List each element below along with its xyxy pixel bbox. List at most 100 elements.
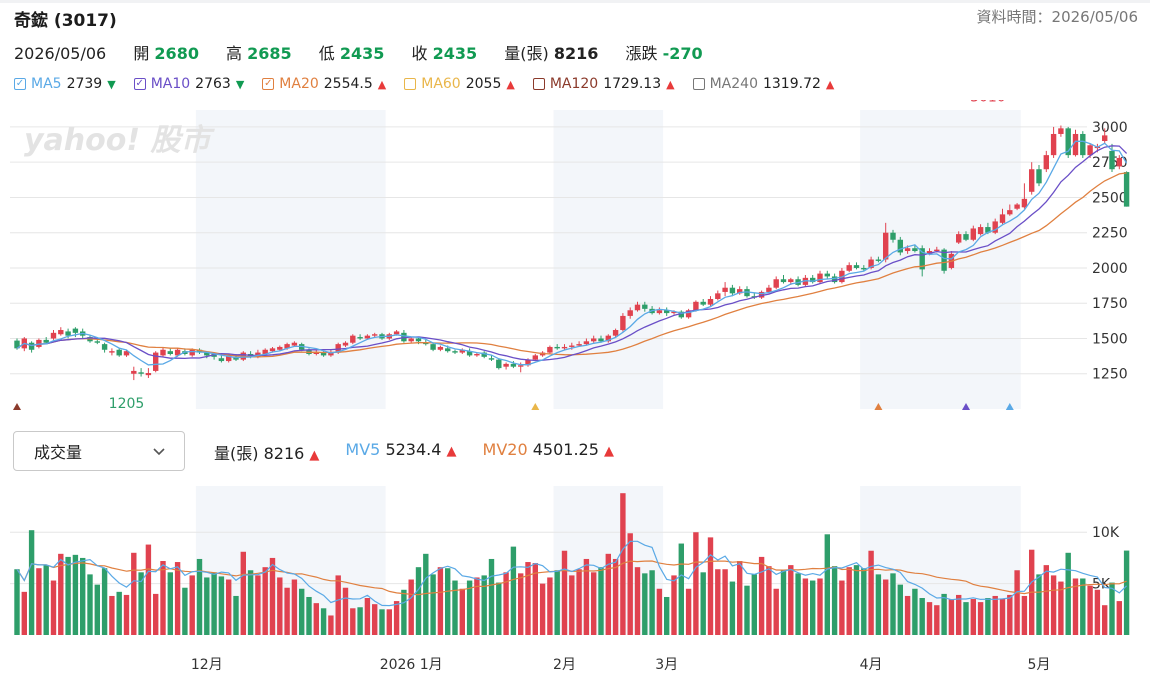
candle-body [167,351,173,354]
volume-bar [364,598,371,635]
candle [1036,165,1042,187]
volume-bar [350,608,356,635]
volume-bar [795,573,801,635]
yahoo-watermark: yahoo! 股市 [24,123,216,158]
volume-bar [386,609,392,635]
candle-body [846,265,852,271]
volume-bar [722,569,728,635]
checkbox-checked-icon[interactable]: ✓ [262,78,275,90]
volume-bar [284,587,290,635]
candle [138,368,144,377]
candle-body [744,289,750,297]
low-price: 低 2435 [318,44,385,63]
price-chart: 12501500175020002250250027503000yahoo! 股… [10,100,1130,412]
candle-body [926,251,933,254]
volume-bar [109,595,115,635]
candle [897,236,903,256]
candle [1043,150,1049,173]
candle [999,208,1006,225]
ma-toggle-ma120[interactable]: MA120 1729.13 ▲ [532,76,675,92]
candle [583,338,590,346]
ma-toggle-ma10[interactable]: ✓ MA10 2763 ▼ [133,76,244,92]
candle [634,301,641,312]
candle-body [452,351,458,353]
ma-toggle-ma60[interactable]: MA60 2055 ▲ [404,76,515,92]
candle-body [861,267,867,270]
volume-bar [627,533,633,635]
up-arrow-icon: ▲ [825,77,835,91]
candle [218,355,225,363]
candle [123,349,130,357]
volume-legend: 量(張) 8216 ▲ MV5 5234.4 ▲ MV20 4501.25 ▲ [214,440,614,464]
volume-bar [977,602,984,635]
candle-body [1036,169,1042,184]
price-tick-label: 3000 [1092,120,1128,136]
volume-bar [58,553,64,635]
candle-body [620,315,626,331]
candle [1058,125,1064,137]
candle-body [1072,133,1079,156]
checkbox-checked-icon[interactable]: ✓ [14,78,26,90]
candle-body [123,351,130,356]
candle [342,341,349,347]
candle [591,335,597,343]
ma-toggle-ma5[interactable]: ✓ MA5 2739 ▼ [14,76,116,92]
volume-bar [445,568,451,635]
candle [861,265,867,271]
price-tick-label: 2250 [1092,226,1128,242]
candle-body [342,342,349,346]
checkbox-icon[interactable] [692,78,705,90]
checkbox-icon[interactable] [404,78,417,90]
stock-title: 奇鋐 (3017) [14,11,117,31]
candle-body [14,340,20,349]
candle [627,307,633,319]
volume-bar [598,567,604,635]
x-axis-label: 3月 [655,657,678,673]
candle-body [992,221,998,233]
volume-bar [277,577,283,635]
candle [196,348,203,354]
volume-bar [956,594,962,635]
checkbox-checked-icon[interactable]: ✓ [133,78,146,90]
candle-body [218,358,225,362]
candle-body [1014,204,1020,209]
volume-bar [824,534,830,635]
volume-bar [437,567,444,635]
candle-body [1050,133,1057,156]
candle-body [1021,198,1028,208]
candle-body [612,330,619,336]
candle [846,262,852,273]
volume-bar [1116,601,1122,635]
candle [28,341,35,353]
candle [700,298,706,307]
ma-toggle-ma240[interactable]: MA240 1319.72 ▲ [692,76,835,92]
volume-bar [291,579,298,635]
volume-bar [320,608,327,635]
x-axis-label: 4月 [860,657,883,673]
candle-body [269,348,276,352]
candle-body [963,234,969,240]
volume-bar [174,562,181,635]
candle [1029,162,1035,195]
volume-bar [87,574,93,635]
volume-bar [481,575,487,635]
volume-bar [780,570,787,635]
volume-bar [941,593,947,635]
volume-bar [226,579,232,635]
ma-toggle-ma20[interactable]: ✓ MA20 2554.5 ▲ [262,76,386,92]
volume-bar [963,602,969,635]
candle-body [496,359,502,369]
x-axis-label: 2月 [553,657,576,673]
volume-bar [160,561,166,635]
close-price: 收 2435 [411,44,478,63]
volume-bar [269,557,276,635]
volume-bar [934,605,940,635]
volume-bar [664,596,670,635]
ma-label: MA240 [709,76,758,92]
candle [167,348,173,356]
volume-bar [1036,574,1042,635]
candle-body [350,335,356,343]
checkbox-icon[interactable] [532,78,545,90]
period-band [553,110,664,409]
indicator-select[interactable]: 成交量 [13,431,185,471]
